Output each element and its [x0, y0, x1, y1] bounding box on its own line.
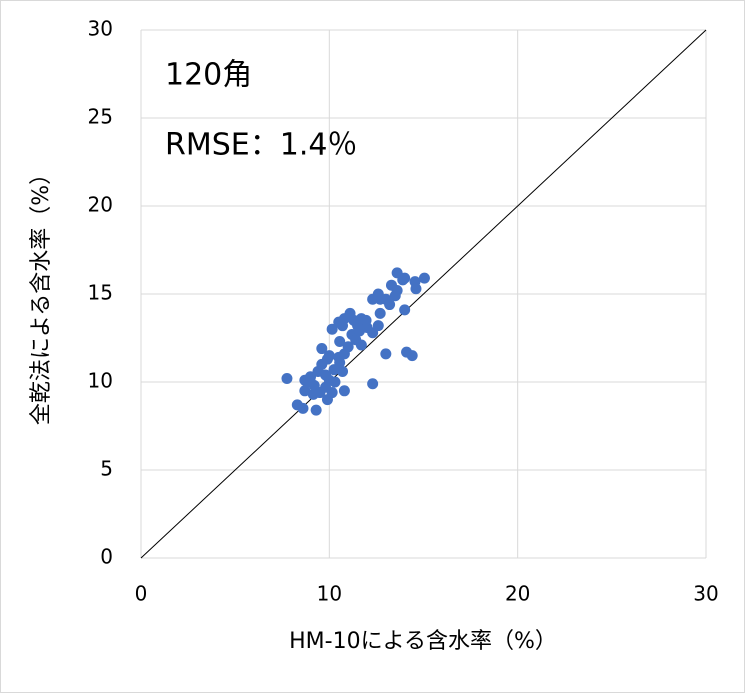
point [299, 385, 311, 397]
point [348, 314, 360, 326]
y-tick-label: 25 [88, 105, 113, 129]
point [326, 323, 338, 335]
point [367, 378, 379, 390]
point [360, 314, 372, 326]
point [410, 283, 422, 295]
point [307, 388, 319, 400]
point [320, 369, 332, 381]
point [384, 299, 396, 311]
point [337, 320, 349, 332]
point [326, 387, 338, 399]
point [374, 307, 386, 319]
point [338, 348, 350, 360]
x-tick-label: 30 [693, 582, 718, 606]
point [281, 372, 293, 384]
y-tick-label: 5 [100, 457, 113, 481]
point [310, 404, 322, 416]
point [297, 402, 309, 414]
annotation: 120角 [165, 58, 252, 93]
point [353, 325, 365, 337]
point [389, 290, 401, 302]
point [399, 272, 411, 284]
point [305, 376, 316, 388]
point [323, 350, 335, 362]
x-tick-label: 0 [135, 582, 148, 606]
y-tick-label: 20 [88, 193, 113, 217]
point [334, 357, 346, 369]
point [316, 343, 328, 355]
y-tick-label: 30 [88, 17, 113, 41]
point [338, 385, 350, 397]
x-tick-label: 10 [317, 582, 342, 606]
point [399, 304, 411, 316]
point [406, 350, 418, 362]
identity-line [140, 29, 707, 559]
y-tick-label: 0 [100, 545, 113, 569]
point [372, 320, 384, 332]
point [337, 365, 349, 377]
y-axis-label: 全乾法による含水率（%） [29, 163, 54, 425]
x-tick-label: 20 [505, 582, 530, 606]
point [334, 336, 346, 348]
x-axis-label: HM-10による含水率（%） [289, 629, 557, 654]
annotation: RMSE：1.4％ [165, 128, 357, 163]
point [350, 334, 362, 346]
point [367, 293, 379, 305]
grid [140, 29, 707, 559]
point [418, 272, 430, 284]
y-tick-label: 15 [88, 281, 113, 305]
marks [281, 267, 430, 416]
point [329, 376, 341, 388]
point [380, 348, 392, 360]
y-tick-label: 10 [88, 369, 113, 393]
